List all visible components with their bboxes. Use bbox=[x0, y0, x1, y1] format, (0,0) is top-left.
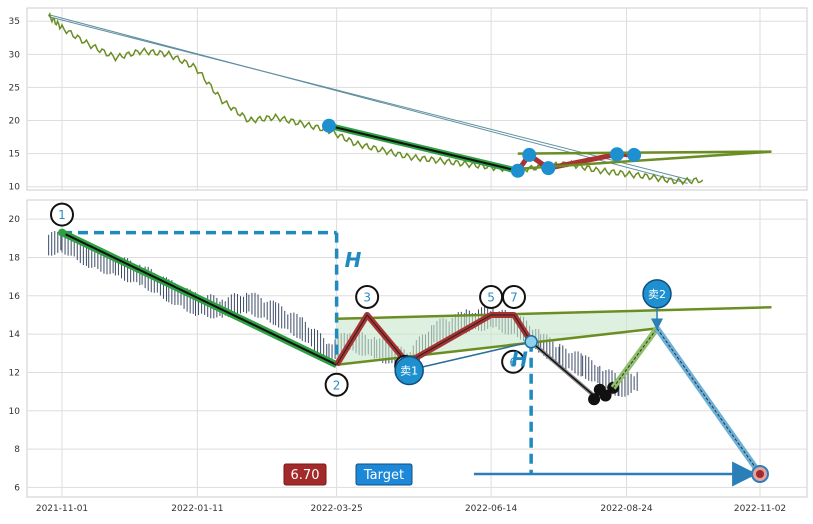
overview-pattern-point bbox=[522, 147, 537, 162]
overview-y-tick-label: 10 bbox=[9, 183, 21, 193]
pattern-x-tick-label: 2022-06-14 bbox=[465, 504, 518, 514]
overview-marks bbox=[47, 11, 772, 186]
pattern-target-value: 6.70 bbox=[291, 468, 320, 483]
pattern-point-marker bbox=[50, 202, 74, 227]
pattern-target-box bbox=[355, 463, 413, 486]
overview-y-tick-label: 15 bbox=[9, 150, 20, 160]
pattern-sell-label: 卖2 bbox=[648, 288, 666, 301]
overview-trendline bbox=[48, 14, 688, 184]
overview-y-tick-label: 20 bbox=[9, 117, 21, 127]
pattern-upper-trendline bbox=[336, 306, 772, 321]
pattern-point6-dot bbox=[524, 335, 538, 349]
overview-pattern-point bbox=[541, 161, 556, 176]
pattern-projection-height-label: H bbox=[511, 348, 528, 372]
overview-frame bbox=[26, 7, 808, 191]
pattern-y-tick-label: 10 bbox=[9, 407, 21, 417]
pattern-x-tick-label: 2022-01-11 bbox=[171, 504, 223, 514]
overview-pattern-point bbox=[510, 163, 525, 178]
pattern-y-tick-label: 20 bbox=[9, 215, 21, 225]
pattern-breakdown-leg bbox=[530, 341, 597, 398]
pattern-point-label: 1 bbox=[58, 208, 66, 222]
pattern-point-label: 6 bbox=[509, 355, 517, 369]
pattern-point-label: 3 bbox=[363, 290, 371, 304]
pattern-leg-black bbox=[61, 231, 338, 366]
pattern-lower-trendline bbox=[336, 327, 658, 367]
overview-y-tick-label: 35 bbox=[9, 17, 20, 27]
overview-pattern-point bbox=[321, 118, 336, 133]
pattern-bottom-dot bbox=[588, 393, 601, 406]
pattern-sell-badge bbox=[642, 279, 672, 309]
overview-pattern-point bbox=[627, 147, 642, 162]
pattern-point-label: 2 bbox=[333, 378, 341, 392]
pattern-point-marker bbox=[501, 349, 526, 374]
pattern-x-tick-label: 2022-11-02 bbox=[734, 504, 786, 514]
pattern-target-label: Target bbox=[363, 468, 404, 483]
pattern-rebound-core bbox=[612, 328, 658, 389]
pattern-zigzag-core bbox=[336, 314, 532, 366]
pattern-y-tick-label: 6 bbox=[14, 483, 20, 493]
overview-pattern-point bbox=[609, 147, 624, 162]
pattern-y-tick-label: 16 bbox=[9, 292, 21, 302]
overview-y-tick-label: 30 bbox=[9, 50, 21, 60]
pattern-point-marker bbox=[355, 284, 380, 309]
pattern-point-label: 5 bbox=[487, 290, 495, 304]
pattern-x-tick-label: 2021-11-01 bbox=[36, 504, 88, 514]
pattern-y-tick-label: 12 bbox=[9, 368, 20, 378]
overview-panel: 10 15 20 25 30 35 bbox=[9, 7, 808, 193]
pattern-y-ticks: 6 8 10 12 14 16 18 20 bbox=[9, 215, 21, 493]
pattern-target-marker-core bbox=[756, 470, 764, 479]
pattern-point1-dot bbox=[58, 228, 66, 237]
overview-price-line bbox=[47, 11, 704, 186]
pattern-point-marker bbox=[501, 284, 526, 309]
pattern-x-tick-label: 2022-08-24 bbox=[600, 504, 653, 514]
pattern-y-tick-label: 14 bbox=[9, 330, 21, 340]
pattern-x-ticks: 2021-11-01 2022-01-11 2022-03-25 2022-06-14… bbox=[36, 504, 786, 514]
overview-wedge-upper bbox=[517, 150, 772, 171]
pattern-point-label: 7 bbox=[510, 290, 518, 304]
pattern-bottom-dot bbox=[599, 389, 612, 402]
overview-y-tick-label: 25 bbox=[9, 83, 20, 93]
pattern-y-tick-label: 8 bbox=[14, 445, 20, 455]
pattern-wedge-fill bbox=[336, 310, 658, 365]
pattern-projection-leg bbox=[654, 326, 763, 476]
pattern-target-value-box bbox=[283, 463, 327, 486]
pattern-height-label: H bbox=[345, 248, 362, 272]
pattern-point-marker bbox=[324, 372, 349, 397]
overview-wedge-lower bbox=[517, 150, 772, 155]
pattern-y-tick-label: 18 bbox=[9, 253, 21, 263]
pattern-sell-label: 卖1 bbox=[400, 365, 418, 378]
overview-y-ticks: 10 15 20 25 30 35 bbox=[9, 17, 21, 192]
pattern-x-tick-label: 2022-03-25 bbox=[310, 504, 362, 514]
pattern-sell1-connector bbox=[407, 341, 532, 372]
pattern-sell-badge bbox=[394, 355, 424, 386]
overview-leg-black bbox=[328, 124, 519, 172]
